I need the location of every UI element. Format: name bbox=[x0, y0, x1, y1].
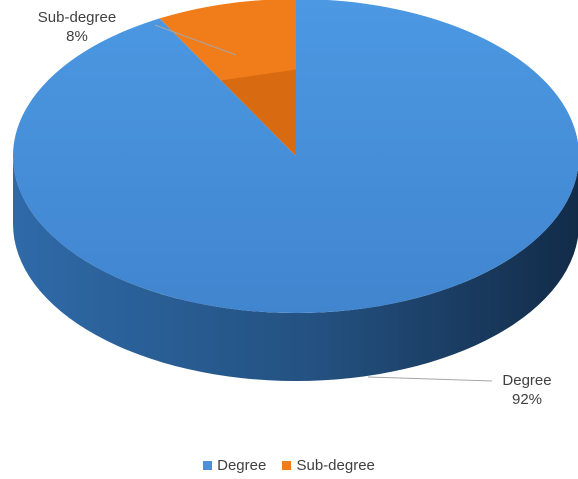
data-label-sub-degree-percent: 8% bbox=[66, 28, 88, 45]
pie-slice-sub-degree-shade bbox=[221, 69, 296, 156]
leader-line-degree bbox=[367, 376, 493, 382]
data-label-sub-degree: Sub-degree 8% bbox=[22, 8, 132, 46]
pie-slice-degree bbox=[13, 0, 578, 313]
data-label-sub-degree-name: Sub-degree bbox=[37, 9, 117, 26]
data-label-degree: Degree 92% bbox=[492, 371, 562, 409]
data-label-degree-percent: 92% bbox=[511, 391, 543, 408]
legend-swatch-degree bbox=[203, 461, 213, 470]
legend-item-degree: Degree bbox=[203, 457, 266, 474]
legend: Degree Sub-degree bbox=[0, 457, 578, 474]
legend-label-sub-degree: Sub-degree bbox=[296, 457, 375, 474]
data-label-degree-name: Degree bbox=[502, 372, 552, 389]
leader-line-sub-degree bbox=[154, 24, 237, 56]
legend-label-degree: Degree bbox=[217, 457, 267, 474]
pie-side-degree bbox=[13, 156, 578, 381]
legend-item-sub-degree: Sub-degree bbox=[282, 457, 375, 474]
legend-swatch-sub-degree bbox=[282, 461, 292, 470]
